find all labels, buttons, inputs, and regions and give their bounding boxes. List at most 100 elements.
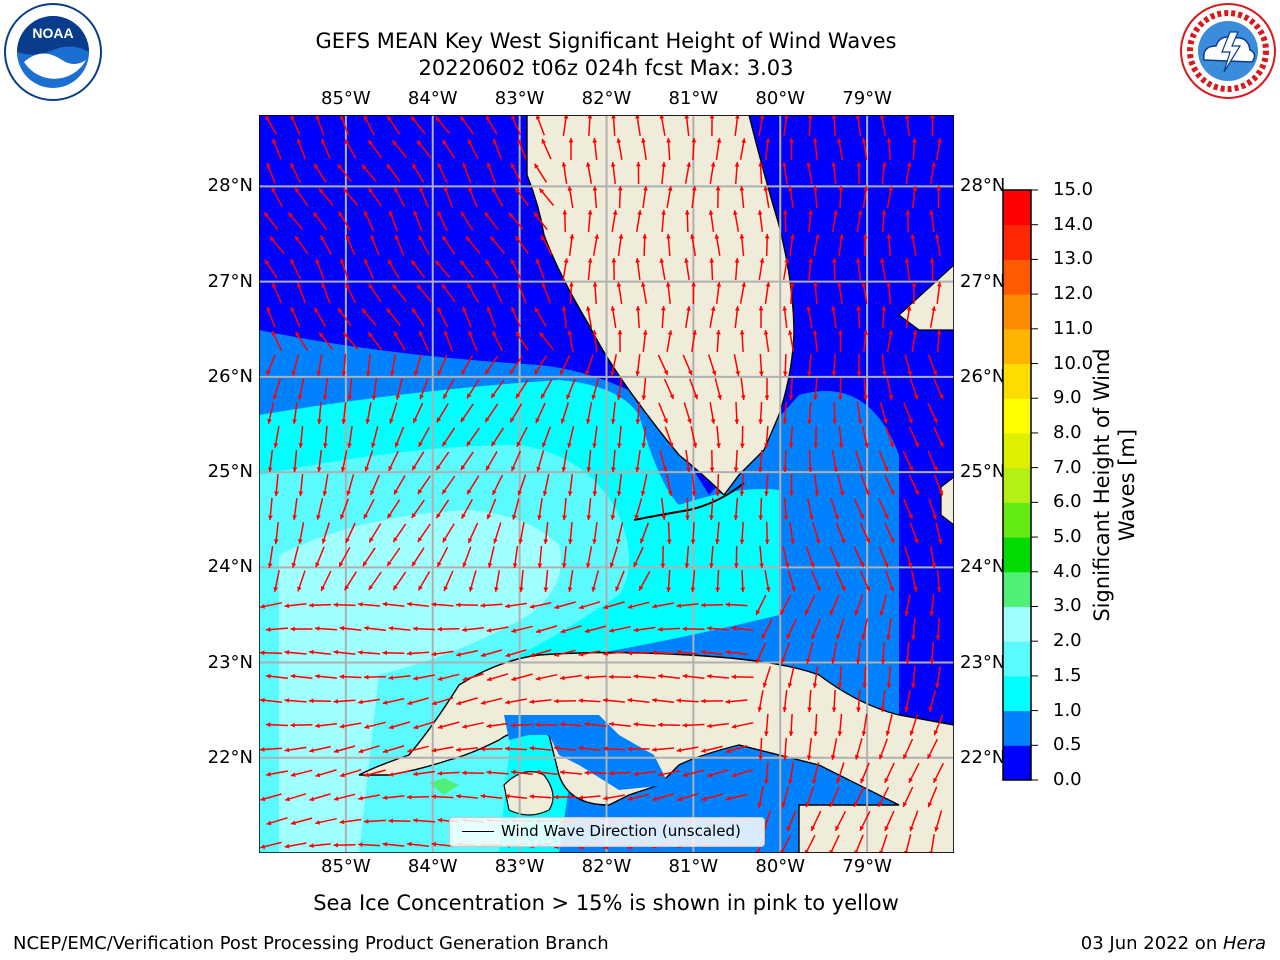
wind-wave-arrowhead <box>388 210 394 216</box>
wind-wave-arrowhead <box>456 747 461 752</box>
wind-wave-arrowhead <box>462 162 467 168</box>
axis-tick-label: 79°W <box>842 856 892 877</box>
wind-wave-arrowhead <box>462 724 467 729</box>
wind-wave-arrowhead <box>913 394 919 400</box>
wind-wave-arrowhead <box>358 842 363 847</box>
wind-wave-arrowhead <box>617 443 622 448</box>
wind-wave-arrowhead <box>855 659 861 664</box>
wind-wave-arrowhead <box>543 539 549 544</box>
wind-wave-arrowhead <box>616 282 622 287</box>
wind-wave-arrowhead <box>456 652 462 657</box>
wind-wave-arrowhead <box>633 562 638 567</box>
wind-wave-arrowhead <box>413 771 418 777</box>
wind-wave-arrowhead <box>272 394 278 400</box>
wind-wave-arrowhead <box>315 820 320 825</box>
wind-wave-arrowhead <box>740 587 746 592</box>
wind-wave-arrowhead <box>781 658 786 664</box>
wind-wave-arrowhead <box>764 443 769 448</box>
wind-wave-arrowhead <box>343 188 349 194</box>
wind-wave-arrowhead <box>603 746 608 751</box>
wind-wave-arrowhead <box>541 393 546 399</box>
wind-wave-arrowhead <box>284 747 290 753</box>
wind-wave-arrowhead <box>906 162 912 167</box>
wind-wave-arrowhead <box>861 634 866 640</box>
wind-wave-arrowhead <box>511 163 516 169</box>
wind-wave-arrowhead <box>639 585 644 591</box>
wind-wave-arrowhead <box>316 371 322 376</box>
wind-wave-arrowhead <box>908 466 913 471</box>
wind-wave-arrowhead <box>904 707 910 712</box>
wind-wave-arrowhead <box>936 282 942 287</box>
wind-wave-arrowhead <box>340 514 345 520</box>
wind-wave-arrowhead <box>787 682 793 688</box>
wind-wave-arrowhead <box>731 625 737 631</box>
wind-wave-arrowhead <box>437 307 442 313</box>
wind-wave-arrowhead <box>835 562 840 568</box>
axis-tick-label: 24°N <box>960 556 1006 578</box>
wind-wave-arrowhead <box>781 802 786 808</box>
wind-wave-arrowhead <box>640 491 646 496</box>
wind-wave-arrowhead <box>934 826 939 832</box>
wind-wave-arrowhead <box>865 586 870 592</box>
wind-wave-arrowhead <box>881 162 887 167</box>
wind-wave-arrowhead <box>442 489 447 494</box>
wind-wave-arrowhead <box>554 604 560 610</box>
wind-wave-arrowhead <box>315 626 320 631</box>
wind-wave-arrowhead <box>364 259 369 264</box>
wind-wave-arrowhead <box>592 491 598 496</box>
wind-wave-arrowhead <box>382 700 388 705</box>
wind-wave-arrowhead <box>284 698 290 703</box>
wind-wave-arrowhead <box>812 683 818 688</box>
colorbar-swatch <box>1003 328 1031 365</box>
wind-wave-arrowhead <box>788 443 794 448</box>
wind-wave-arrowhead <box>516 331 521 337</box>
wind-wave-arrowhead <box>907 370 912 376</box>
wind-wave-arrowhead <box>512 514 517 520</box>
wind-wave-arrowhead <box>635 467 640 472</box>
wind-wave-arrowhead <box>370 490 375 496</box>
wind-wave-arrowhead <box>829 849 834 853</box>
wind-wave-arrowhead <box>505 603 510 609</box>
wind-wave-arrowhead <box>529 745 535 751</box>
wind-wave-arrowhead <box>831 371 837 376</box>
wind-wave-arrowhead <box>641 282 646 287</box>
wind-wave-arrowhead <box>393 537 398 543</box>
wind-wave-arrowhead <box>437 817 443 823</box>
wind-wave-arrowhead <box>480 700 486 705</box>
wind-wave-arrowhead <box>660 563 666 568</box>
wind-wave-arrowhead <box>358 602 363 607</box>
wind-wave-arrowhead <box>780 849 785 853</box>
wind-wave-arrowhead <box>442 284 447 290</box>
wind-wave-arrowhead <box>879 610 885 616</box>
wind-wave-arrowhead <box>935 635 941 640</box>
wind-wave-arrowhead <box>784 258 789 263</box>
wind-wave-arrowhead <box>725 748 731 754</box>
wind-wave-arrowhead <box>389 418 394 424</box>
wind-wave-arrowhead <box>364 674 369 680</box>
wind-wave-arrowhead <box>839 490 845 496</box>
wind-wave-arrowhead <box>627 746 632 752</box>
wind-wave-arrowhead <box>343 332 349 338</box>
wind-wave-arrowhead <box>466 236 471 242</box>
wind-wave-arrowhead <box>535 769 541 775</box>
wind-wave-arrowhead <box>309 602 314 608</box>
wind-wave-arrowhead <box>863 330 869 335</box>
wind-wave-arrowhead <box>436 417 442 423</box>
wind-wave-arrowhead <box>812 778 817 784</box>
axis-tick-label: 27°N <box>207 270 253 292</box>
colorbar-tick-label: 1.0 <box>1053 699 1082 721</box>
wind-wave-arrowhead <box>717 394 722 400</box>
wind-wave-arrowhead <box>388 818 393 824</box>
wind-wave-arrowhead <box>669 394 674 399</box>
wind-wave-arrowhead <box>535 307 540 313</box>
wind-wave-arrowhead <box>709 258 715 263</box>
colorbar-swatch <box>1003 190 1031 226</box>
wind-wave-arrowhead <box>759 115 765 119</box>
wind-wave-arrowhead <box>780 609 785 615</box>
wind-wave-arrowhead <box>788 186 793 191</box>
wind-wave-arrowhead <box>881 306 887 311</box>
wind-wave-arrowhead <box>763 330 769 335</box>
wind-wave-arrowhead <box>816 586 821 592</box>
wind-wave-arrowhead <box>584 770 589 776</box>
wind-wave-arrowhead <box>431 747 437 753</box>
